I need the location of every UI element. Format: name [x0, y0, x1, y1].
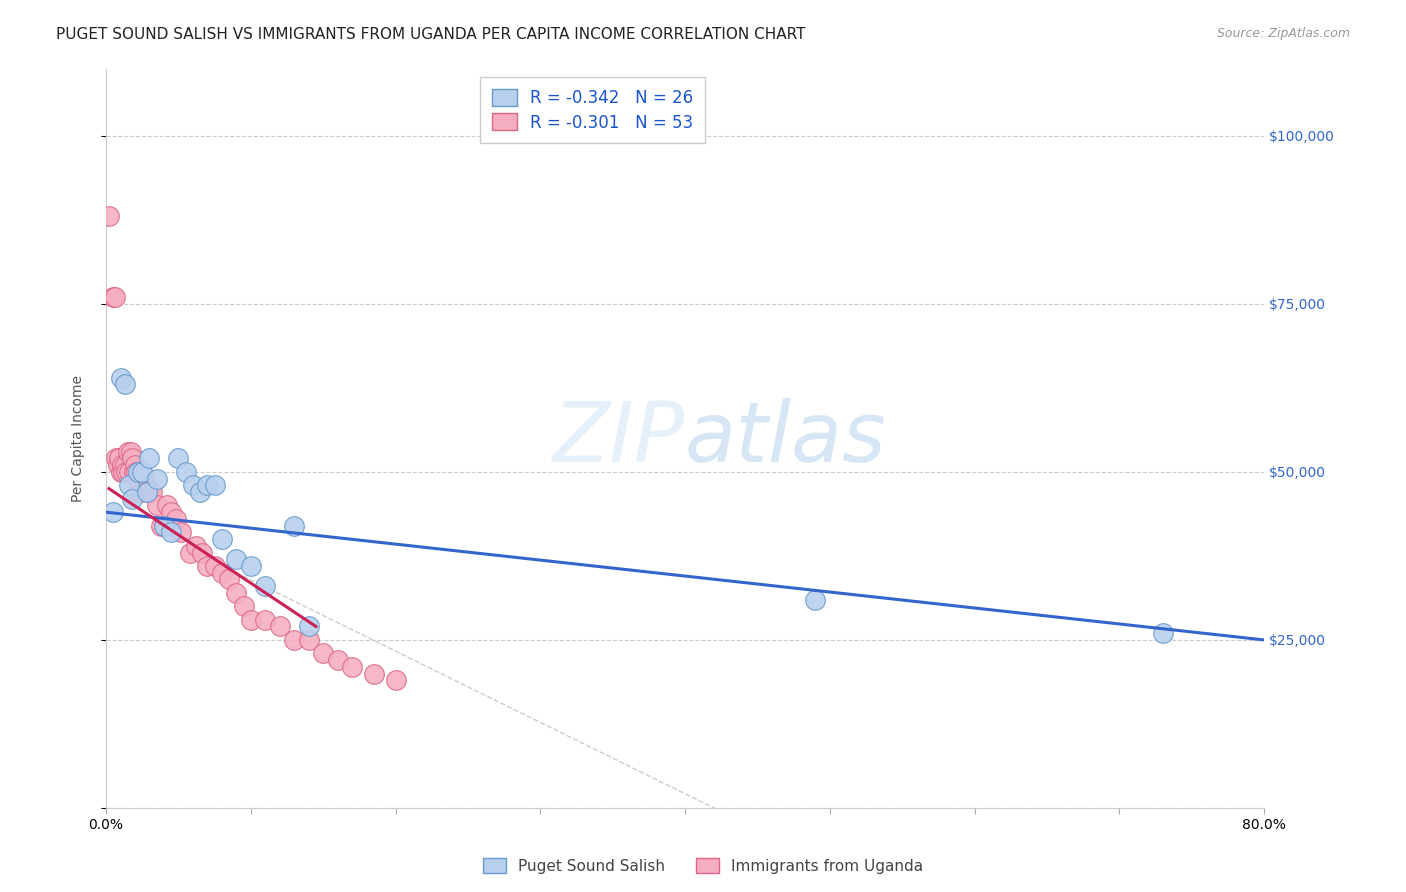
Point	[114, 377, 136, 392]
Point	[160, 525, 183, 540]
Point	[204, 478, 226, 492]
Point	[138, 451, 160, 466]
Point	[312, 646, 335, 660]
Text: PUGET SOUND SALISH VS IMMIGRANTS FROM UGANDA PER CAPITA INCOME CORRELATION CHART: PUGET SOUND SALISH VS IMMIGRANTS FROM UG…	[56, 27, 806, 42]
Point	[122, 465, 145, 479]
Point	[115, 465, 138, 479]
Point	[211, 532, 233, 546]
Point	[131, 465, 153, 479]
Point	[170, 525, 193, 540]
Point	[128, 478, 150, 492]
Point	[160, 505, 183, 519]
Point	[225, 552, 247, 566]
Point	[114, 458, 136, 472]
Point	[225, 586, 247, 600]
Point	[181, 478, 204, 492]
Point	[197, 559, 219, 574]
Text: Source: ZipAtlas.com: Source: ZipAtlas.com	[1216, 27, 1350, 40]
Point	[184, 539, 207, 553]
Point	[204, 559, 226, 574]
Point	[120, 444, 142, 458]
Point	[156, 499, 179, 513]
Point	[298, 632, 321, 647]
Legend: R = -0.342   N = 26, R = -0.301   N = 53: R = -0.342 N = 26, R = -0.301 N = 53	[479, 77, 704, 144]
Point	[218, 573, 240, 587]
Point	[138, 485, 160, 500]
Point	[298, 619, 321, 633]
Point	[107, 458, 129, 472]
Point	[124, 458, 146, 472]
Point	[127, 465, 149, 479]
Point	[254, 579, 277, 593]
Y-axis label: Per Capita Income: Per Capita Income	[72, 375, 86, 502]
Point	[121, 451, 143, 466]
Point	[174, 465, 197, 479]
Point	[135, 485, 157, 500]
Point	[188, 485, 211, 500]
Point	[254, 613, 277, 627]
Point	[125, 465, 148, 479]
Point	[131, 465, 153, 479]
Point	[232, 599, 254, 614]
Point	[179, 545, 201, 559]
Point	[118, 465, 141, 479]
Point	[283, 518, 305, 533]
Point	[135, 485, 157, 500]
Point	[804, 592, 827, 607]
Point	[117, 444, 139, 458]
Point	[1152, 626, 1174, 640]
Point	[269, 619, 291, 633]
Point	[132, 472, 155, 486]
Point	[190, 545, 212, 559]
Point	[141, 485, 163, 500]
Point	[121, 491, 143, 506]
Point	[103, 505, 125, 519]
Point	[118, 478, 141, 492]
Point	[110, 370, 132, 384]
Point	[153, 518, 176, 533]
Point	[165, 512, 187, 526]
Text: atlas: atlas	[685, 398, 887, 479]
Point	[145, 499, 167, 513]
Point	[197, 478, 219, 492]
Point	[110, 465, 132, 479]
Point	[150, 518, 173, 533]
Point	[127, 485, 149, 500]
Point	[326, 653, 349, 667]
Point	[153, 518, 176, 533]
Point	[98, 210, 121, 224]
Text: ZIP: ZIP	[553, 398, 685, 479]
Legend: Puget Sound Salish, Immigrants from Uganda: Puget Sound Salish, Immigrants from Ugan…	[477, 852, 929, 880]
Point	[145, 472, 167, 486]
Point	[239, 613, 262, 627]
Point	[111, 458, 134, 472]
Point	[167, 451, 190, 466]
Point	[340, 660, 363, 674]
Point	[129, 485, 152, 500]
Point	[239, 559, 262, 574]
Point	[283, 632, 305, 647]
Point	[103, 290, 125, 304]
Point	[104, 290, 127, 304]
Point	[211, 566, 233, 580]
Point	[384, 673, 406, 688]
Point	[363, 666, 385, 681]
Point	[134, 478, 156, 492]
Point	[105, 451, 128, 466]
Point	[108, 451, 131, 466]
Point	[112, 465, 135, 479]
